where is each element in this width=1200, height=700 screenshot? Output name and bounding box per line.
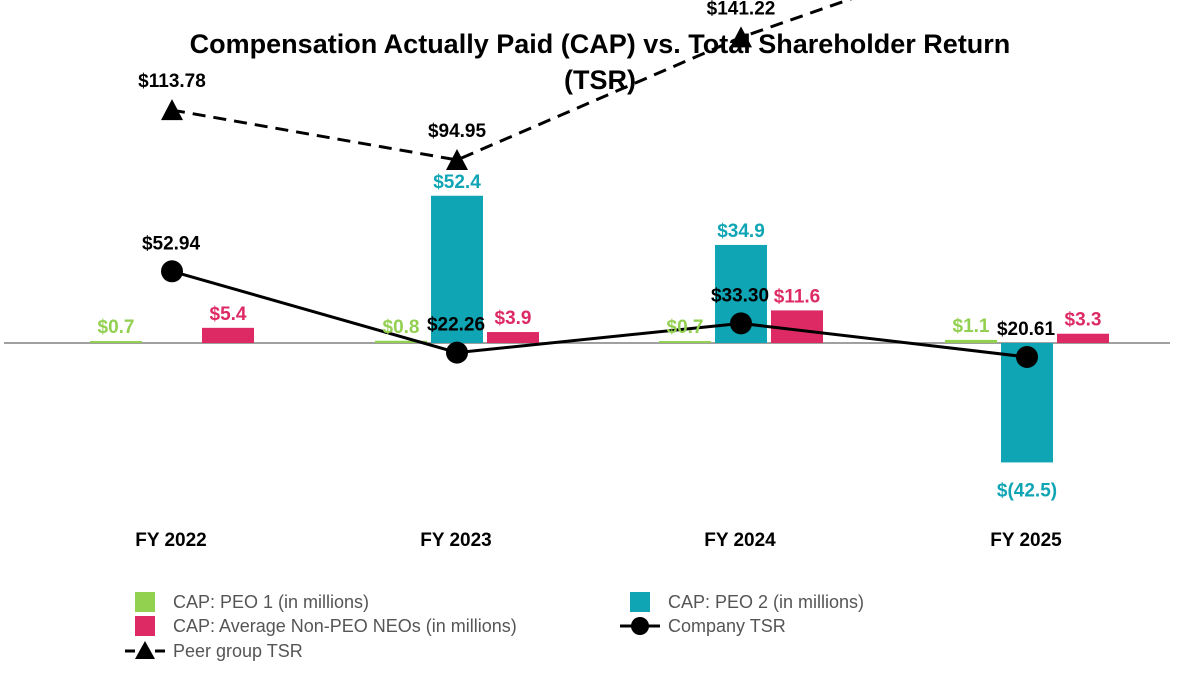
legend-marker xyxy=(135,641,155,659)
peer-tsr-point xyxy=(730,26,752,48)
bar-label-peo1: $0.7 xyxy=(667,317,704,338)
legend-item: CAP: PEO 1 (in millions) xyxy=(135,592,369,612)
company-tsr-label: $20.61 xyxy=(997,319,1056,340)
legend-item: CAP: Average Non-PEO NEOs (in millions) xyxy=(135,616,517,636)
peer-tsr-label: $113.78 xyxy=(138,71,206,92)
bar-peo1 xyxy=(945,339,997,343)
legend-label: CAP: PEO 2 (in millions) xyxy=(668,592,864,612)
chart-title-line2: (TSR) xyxy=(564,65,636,95)
legend-swatch xyxy=(135,616,155,636)
company-tsr-point xyxy=(730,312,752,335)
bar-peo1 xyxy=(90,341,142,343)
bar-label-peo2: $52.4 xyxy=(433,172,481,193)
bar-label-non-peo: $3.3 xyxy=(1065,310,1102,331)
bar-label-peo2: $(42.5) xyxy=(997,480,1057,501)
company-tsr-label: $52.94 xyxy=(142,233,201,254)
category-label: FY 2024 xyxy=(704,530,776,551)
category-labels-group: FY 2022 FY 2023 FY 2024 FY 2025 xyxy=(135,530,1062,551)
peer-tsr-point xyxy=(161,99,183,121)
company-tsr-point xyxy=(1016,345,1038,368)
company-tsr-point xyxy=(161,260,183,283)
legend-label: CAP: Average Non-PEO NEOs (in millions) xyxy=(173,616,517,636)
legend: CAP: PEO 1 (in millions) CAP: PEO 2 (in m… xyxy=(125,592,864,661)
bar-non-peo xyxy=(487,332,539,343)
peer-tsr-label: $94.95 xyxy=(428,121,487,142)
legend-label: CAP: PEO 1 (in millions) xyxy=(173,592,369,612)
peer-tsr-label: $141.22 xyxy=(707,0,776,19)
legend-swatch xyxy=(630,592,650,612)
bar-label-non-peo: $3.9 xyxy=(495,308,532,329)
bar-label-peo1: $0.8 xyxy=(383,317,420,338)
bar-label-peo1: $1.1 xyxy=(953,316,990,337)
legend-label: Peer group TSR xyxy=(173,641,303,661)
legend-item: Peer group TSR xyxy=(125,641,303,661)
legend-label: Company TSR xyxy=(668,616,786,636)
data-labels-group: $0.7 $0.8 $0.7 $1.1 $52.4 $34.9 $(42.5) $5.4 $3.… xyxy=(98,0,1102,501)
legend-item: CAP: PEO 2 (in millions) xyxy=(630,592,864,612)
company-tsr-label: $33.30 xyxy=(711,285,769,306)
legend-swatch xyxy=(135,592,155,612)
bar-label-non-peo: $5.4 xyxy=(210,304,247,325)
chart-title: Compensation Actually Paid (CAP) vs. Tot… xyxy=(190,29,1011,59)
bar-peo1 xyxy=(659,341,711,343)
bar-peo1 xyxy=(375,340,427,343)
bar-peo2 xyxy=(431,195,483,343)
company-tsr-label: $22.26 xyxy=(427,315,485,336)
category-label: FY 2022 xyxy=(135,530,206,551)
company-tsr-line xyxy=(171,269,1028,359)
category-label: FY 2025 xyxy=(990,530,1062,551)
bar-label-peo2: $34.9 xyxy=(717,221,765,242)
legend-item: Company TSR xyxy=(620,616,786,636)
bar-non-peo xyxy=(1057,333,1109,343)
category-label: FY 2023 xyxy=(420,530,491,551)
peer-tsr-line xyxy=(171,0,853,162)
lines-group xyxy=(161,0,1038,368)
bar-label-non-peo: $11.6 xyxy=(774,286,821,307)
legend-marker xyxy=(631,617,649,635)
peer-tsr-point xyxy=(446,148,468,170)
company-tsr-point xyxy=(446,341,468,364)
bar-label-peo1: $0.7 xyxy=(98,317,135,338)
bar-non-peo xyxy=(202,327,254,343)
